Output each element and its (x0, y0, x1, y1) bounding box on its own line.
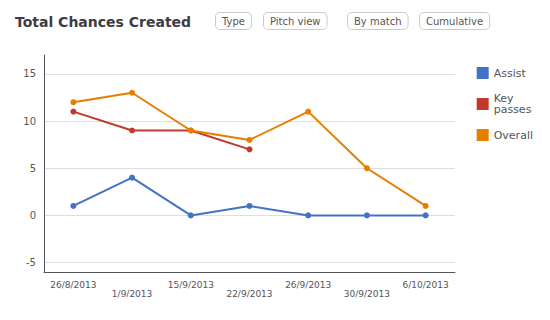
svg-text:Overall: Overall (494, 129, 533, 142)
svg-text:Assist: Assist (494, 67, 527, 80)
svg-text:Cumulative: Cumulative (426, 16, 483, 27)
svg-text:5: 5 (30, 163, 36, 174)
svg-text:By match: By match (354, 16, 402, 27)
svg-text:-5: -5 (26, 257, 36, 268)
svg-text:passes: passes (494, 103, 532, 116)
svg-text:Type: Type (221, 16, 245, 27)
svg-text:30/9/2013: 30/9/2013 (344, 289, 390, 299)
svg-text:Total Chances Created: Total Chances Created (15, 14, 191, 30)
svg-text:26/8/2013: 26/8/2013 (50, 280, 96, 290)
svg-text:15: 15 (23, 68, 36, 79)
svg-text:10: 10 (23, 116, 36, 127)
svg-text:Pitch view: Pitch view (270, 16, 321, 27)
svg-text:1/9/2013: 1/9/2013 (112, 289, 152, 299)
svg-text:22/9/2013: 22/9/2013 (226, 289, 272, 299)
svg-text:15/9/2013: 15/9/2013 (168, 280, 214, 290)
svg-text:26/9/2013: 26/9/2013 (285, 280, 331, 290)
svg-text:6/10/2013: 6/10/2013 (403, 280, 449, 290)
svg-text:0: 0 (30, 210, 36, 221)
svg-text:Key: Key (493, 92, 514, 105)
